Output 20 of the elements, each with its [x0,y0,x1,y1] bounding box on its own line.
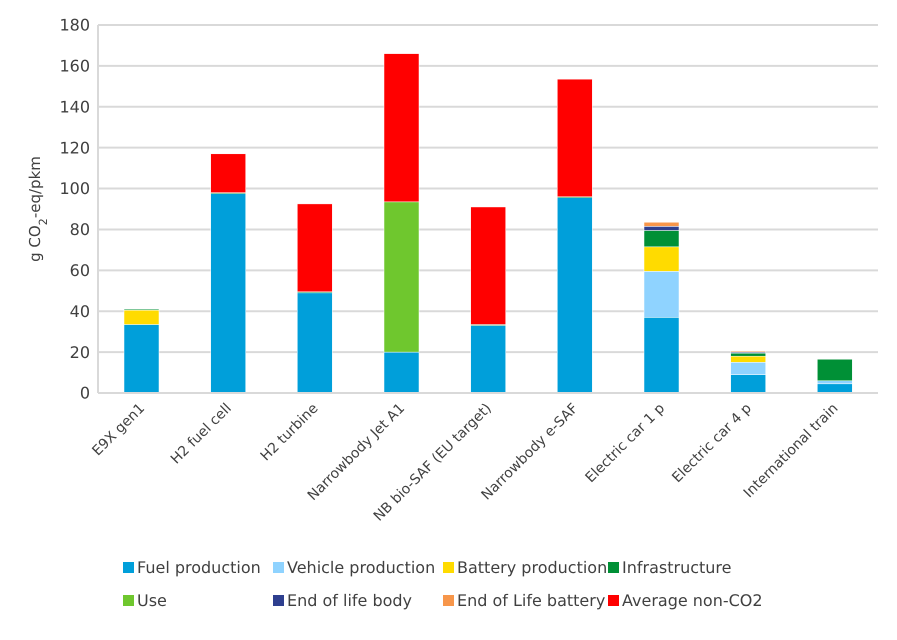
legend-label: Average non-CO2 [621,591,764,610]
y-tick-label: 80 [70,220,90,240]
y-tick-label: 20 [70,342,90,362]
y-tick-label: 60 [70,261,90,280]
legend-label: Infrastructure [621,558,732,577]
y-tick-label: 180 [59,16,90,35]
y-tick-label: 0 [80,384,90,403]
legend-label: Battery production [456,558,608,577]
y-tick-label: 140 [59,97,90,116]
legend-label: End of Life battery [456,591,606,610]
legend-label: Use [136,591,168,610]
y-tick-label: 40 [70,302,90,321]
y-tick-label: 160 [59,56,90,76]
legend-label: Fuel production [136,558,262,577]
y-tick-label: 120 [59,138,90,158]
legend-label: Vehicle production [286,558,436,577]
legend-label: End of life body [286,591,414,610]
bar [817,359,853,381]
y-tick-label: 100 [59,179,90,198]
bar [644,222,680,227]
